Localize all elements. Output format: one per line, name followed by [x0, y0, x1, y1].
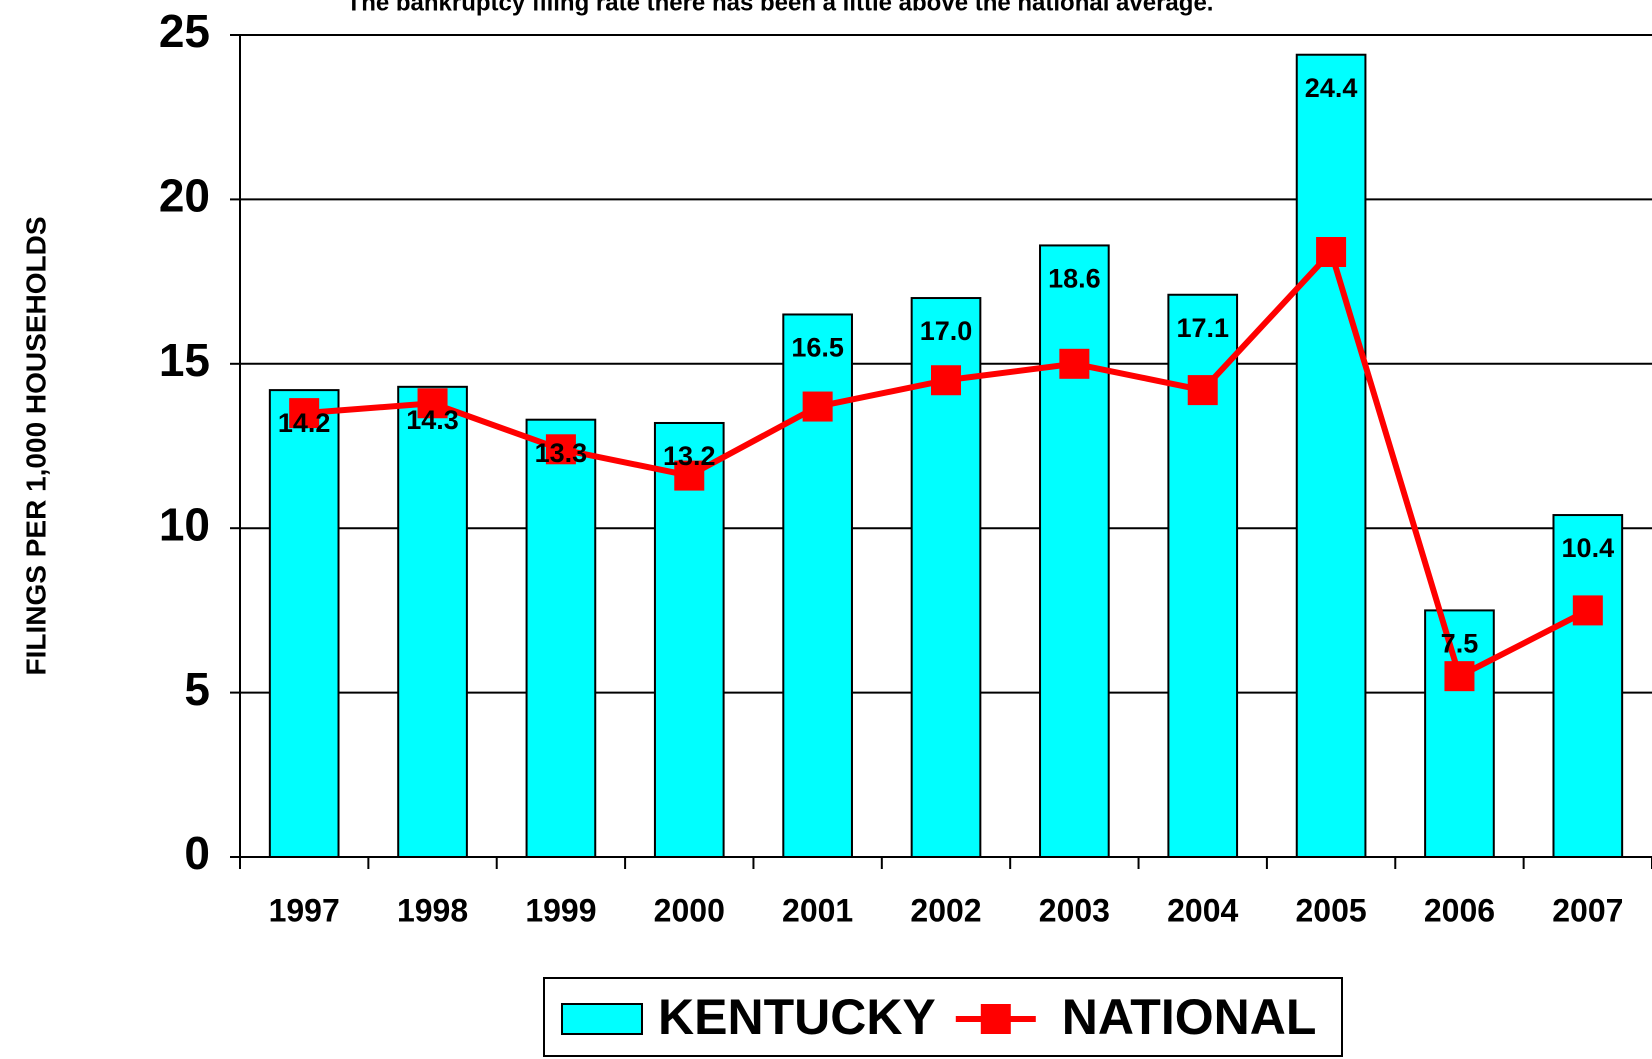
x-tick-label: 1998 [397, 892, 468, 928]
data-label: 17.0 [920, 316, 973, 346]
marker [289, 398, 320, 429]
data-label: 14.3 [406, 405, 459, 435]
x-tick-label: 2004 [1167, 892, 1238, 928]
data-label: 13.2 [663, 441, 716, 471]
legend-label: KENTUCKY [658, 989, 936, 1045]
data-label: 24.4 [1305, 73, 1358, 103]
y-tick-label: 25 [159, 5, 210, 57]
y-axis-label: FILINGS PER 1,000 HOUSEHOLDS [20, 217, 51, 676]
x-tick-label: 2007 [1552, 892, 1623, 928]
y-tick-label: 20 [159, 170, 210, 222]
x-tick-label: 2006 [1424, 892, 1495, 928]
bar [397, 385, 468, 858]
bar [525, 418, 597, 858]
x-tick-label: 1997 [269, 892, 340, 928]
chart-title: The bankruptcy filing rate there has bee… [347, 0, 1214, 16]
x-tick-label: 2000 [654, 892, 725, 928]
x-tick-label: 2005 [1295, 892, 1366, 928]
marker [1572, 595, 1603, 626]
y-tick-label: 15 [159, 334, 210, 386]
bar [1552, 514, 1624, 858]
data-label: 14.2 [278, 408, 331, 438]
marker [674, 460, 705, 491]
legend-swatch [980, 1004, 1011, 1034]
data-label: 10.4 [1562, 533, 1615, 563]
x-tick-label: 2001 [782, 892, 853, 928]
legend-box [543, 977, 1343, 1057]
x-tick-label: 2002 [910, 892, 981, 928]
marker [1187, 375, 1218, 406]
data-label: 13.3 [535, 438, 588, 468]
legend-swatch [561, 1003, 643, 1035]
data-label: 7.5 [1441, 629, 1479, 659]
bar [1039, 244, 1110, 858]
marker [545, 434, 576, 465]
y-tick-label: 0 [184, 827, 210, 879]
bar [1424, 609, 1495, 859]
marker [931, 365, 961, 396]
data-label: 18.6 [1048, 264, 1101, 294]
y-tick-label: 10 [159, 498, 210, 550]
y-tick-label: 5 [184, 663, 210, 715]
bar [268, 389, 340, 858]
bar [1295, 53, 1367, 858]
x-tick-label: 2003 [1039, 892, 1110, 928]
x-tick-label: 1999 [525, 892, 596, 928]
marker [802, 391, 833, 422]
data-label: 17.1 [1176, 313, 1229, 343]
data-label: 16.5 [791, 333, 844, 363]
marker [1316, 237, 1347, 268]
bar [653, 421, 725, 858]
legend-label: NATIONAL [1062, 989, 1317, 1045]
marker [1444, 661, 1475, 692]
marker [417, 388, 448, 419]
marker [1059, 348, 1090, 379]
legend: KENTUCKY NATIONAL [543, 977, 1343, 1057]
